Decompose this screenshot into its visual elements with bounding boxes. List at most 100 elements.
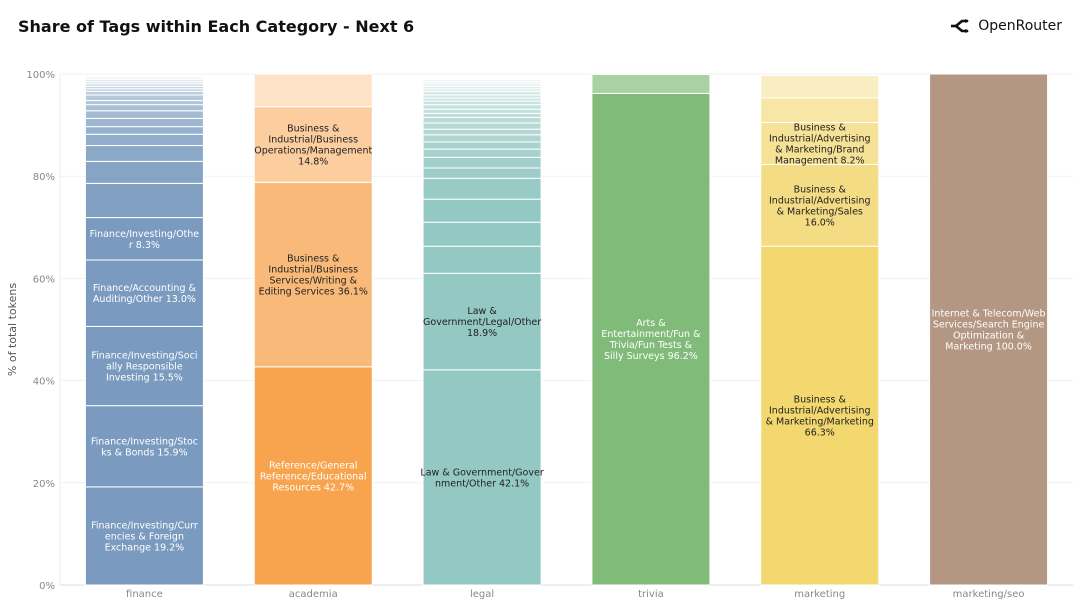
y-tick-label: 20% xyxy=(33,479,55,490)
bar-academia: Reference/General Reference/Educational Re… xyxy=(253,73,373,586)
bar-segment xyxy=(422,141,542,150)
y-tick-label: 0% xyxy=(39,581,55,592)
x-tick-label: trivia xyxy=(638,589,664,600)
data-label-line: Resources 42.7% xyxy=(272,482,354,493)
bar-legal: Law & Government/Gover nment/Other 42.1%L… xyxy=(420,79,544,586)
bar-segment xyxy=(84,325,204,407)
data-label-line: Management 8.2% xyxy=(775,155,865,166)
data-label-line: Services/Search Engine xyxy=(933,320,1045,331)
y-axis-label: % of total tokens xyxy=(6,283,19,376)
bar-segment xyxy=(422,134,542,143)
data-label-line: 16.0% xyxy=(805,217,835,228)
data-label-line: Editing Services 36.1% xyxy=(259,287,368,298)
bar-segment xyxy=(760,122,880,165)
bar-segment xyxy=(84,259,204,327)
data-label-line: Industrial/Advertising xyxy=(769,195,871,206)
data-label-line: Entertainment/Fun & xyxy=(601,329,701,340)
data-label: Finance/Investing/Stoc ks & Bonds 15.9% xyxy=(91,436,198,458)
data-label: Business & Industrial/Advertising & Market… xyxy=(766,395,874,439)
data-label-line: Finance/Investing/Stoc xyxy=(91,436,198,447)
bar-segment xyxy=(422,369,542,586)
data-label: Finance/Investing/Othe r 8.3% xyxy=(90,229,200,251)
data-label-line: Finance/Investing/Soci xyxy=(91,351,197,362)
data-label-line: ally Responsible xyxy=(106,362,183,373)
bar-trivia: Arts & Entertainment/Fun & Trivia/Fun Test… xyxy=(591,74,711,586)
data-label-line: Law & Government/Gover xyxy=(420,467,543,478)
bar-segment xyxy=(84,182,204,219)
bar-segment xyxy=(422,100,542,106)
bar-segment xyxy=(84,76,204,79)
bar-segment xyxy=(422,104,542,110)
data-label-line: Operations/Management xyxy=(254,146,372,157)
bar-segment xyxy=(591,74,711,94)
bar-segment xyxy=(760,163,880,247)
data-label-line: 66.3% xyxy=(805,428,835,439)
data-label: Business & Industrial/Advertising & Market… xyxy=(769,184,871,228)
data-label: Law & Government/Legal/Other 18.9% xyxy=(423,306,541,339)
bar-segment xyxy=(760,97,880,124)
data-label-line: Industrial/Business xyxy=(268,135,358,146)
bar-segment xyxy=(422,122,542,130)
data-label-line: Silly Surveys 96.2% xyxy=(604,351,698,362)
openrouter-logo-icon xyxy=(951,19,970,33)
bar-segment xyxy=(253,106,373,183)
data-label: Finance/Investing/Soci ally Responsible In… xyxy=(91,351,197,384)
brand-logo: OpenRouter xyxy=(950,18,1062,34)
data-label-line: Internet & Telecom/Web xyxy=(932,309,1046,320)
bar-segment xyxy=(422,108,542,114)
bar-marketing: Business & Industrial/Advertising & Market… xyxy=(760,75,880,586)
brand-name: OpenRouter xyxy=(978,18,1062,34)
bar-segment xyxy=(422,167,542,179)
bar-segment xyxy=(422,116,542,124)
bar-segment xyxy=(84,486,204,586)
bar-segment xyxy=(84,217,204,261)
data-label-line: & Marketing/Sales xyxy=(777,206,863,217)
bar-segment xyxy=(422,79,542,83)
data-label-line: Business & xyxy=(794,122,847,133)
bar-segment xyxy=(929,73,1049,586)
data-label-line: Marketing 100.0% xyxy=(945,342,1032,353)
data-label: Finance/Investing/Curr encies & Foreign Ex… xyxy=(91,520,198,553)
bar-segment xyxy=(760,245,880,586)
data-label-line: Investing 15.5% xyxy=(106,373,183,384)
data-label-line: Industrial/Advertising xyxy=(769,133,871,144)
data-label-line: Law & xyxy=(467,306,497,317)
data-label-line: Business & xyxy=(287,254,340,265)
bar-segment xyxy=(253,181,373,368)
data-label-line: Business & xyxy=(794,184,847,195)
data-label-line: Industrial/Advertising xyxy=(769,406,871,417)
bar-segment xyxy=(84,405,204,488)
bar-segment xyxy=(422,221,542,247)
data-label-line: Arts & xyxy=(636,318,666,329)
data-label: Reference/General Reference/Educational Re… xyxy=(260,460,367,493)
bar-segment xyxy=(422,112,542,118)
bar-segment xyxy=(422,156,542,169)
bar-segment xyxy=(422,128,542,136)
bar-segment xyxy=(84,160,204,184)
data-label-line: 14.8% xyxy=(298,157,328,168)
x-tick-label: finance xyxy=(126,589,163,600)
data-label: Business & Industrial/Business Operations/… xyxy=(254,124,372,168)
data-label-line: Exchange 19.2% xyxy=(105,542,185,553)
data-label-line: Business & xyxy=(794,395,847,406)
data-label-line: encies & Foreign xyxy=(105,531,184,542)
data-label-line: Auditing/Other 13.0% xyxy=(93,294,196,305)
x-tick-label: marketing xyxy=(794,589,845,600)
data-label-line: Industrial/Business xyxy=(268,265,358,276)
x-tick-label: marketing/seo xyxy=(953,589,1025,600)
data-label: Internet & Telecom/Web Services/Search En… xyxy=(932,309,1046,353)
data-label-line: Finance/Investing/Curr xyxy=(91,520,198,531)
bar-segment xyxy=(84,126,204,135)
bar-segment xyxy=(422,245,542,274)
data-label-line: ks & Bonds 15.9% xyxy=(101,447,187,458)
bar-segment xyxy=(84,90,204,96)
data-label: Finance/Accounting & Auditing/Other 13.0% xyxy=(93,283,197,305)
data-label: Law & Government/Gover nment/Other 42.1% xyxy=(420,467,543,489)
data-label-line: Finance/Investing/Othe xyxy=(90,229,200,240)
y-tick-label: 100% xyxy=(26,70,55,81)
bar-segment xyxy=(422,90,542,96)
data-label-line: Government/Legal/Other xyxy=(423,317,541,328)
data-label-line: Trivia/Fun Tests & xyxy=(609,340,693,351)
data-label-line: Business & xyxy=(287,124,340,135)
